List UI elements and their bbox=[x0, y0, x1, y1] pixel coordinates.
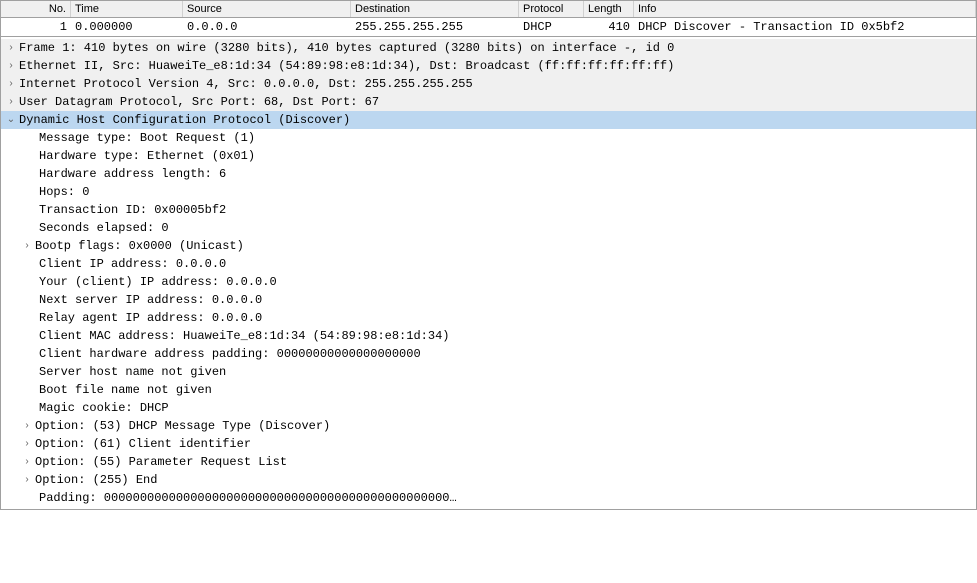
tree-ethernet-label: Ethernet II, Src: HuaweiTe_e8:1d:34 (54:… bbox=[17, 57, 674, 75]
chevron-right-icon[interactable]: › bbox=[5, 93, 17, 111]
chevron-right-icon[interactable]: › bbox=[21, 417, 33, 435]
tree-xid[interactable]: Transaction ID: 0x00005bf2 bbox=[1, 201, 976, 219]
tree-opt61[interactable]: › Option: (61) Client identifier bbox=[1, 435, 976, 453]
cell-length: 410 bbox=[584, 18, 634, 36]
tree-opt255[interactable]: › Option: (255) End bbox=[1, 471, 976, 489]
chevron-right-icon[interactable]: › bbox=[5, 39, 17, 57]
tree-yiaddr[interactable]: Your (client) IP address: 0.0.0.0 bbox=[1, 273, 976, 291]
tree-flags[interactable]: › Bootp flags: 0x0000 (Unicast) bbox=[1, 237, 976, 255]
tree-padding[interactable]: Padding: 0000000000000000000000000000000… bbox=[1, 489, 976, 507]
cell-info: DHCP Discover - Transaction ID 0x5bf2 bbox=[634, 18, 976, 36]
tree-frame[interactable]: › Frame 1: 410 bytes on wire (3280 bits)… bbox=[1, 39, 976, 57]
cell-protocol: DHCP bbox=[519, 18, 584, 36]
tree-ciaddr[interactable]: Client IP address: 0.0.0.0 bbox=[1, 255, 976, 273]
col-header-no[interactable]: No. bbox=[1, 1, 71, 17]
tree-frame-label: Frame 1: 410 bytes on wire (3280 bits), … bbox=[17, 39, 674, 57]
tree-hops[interactable]: Hops: 0 bbox=[1, 183, 976, 201]
tree-siaddr[interactable]: Next server IP address: 0.0.0.0 bbox=[1, 291, 976, 309]
tree-udp-label: User Datagram Protocol, Src Port: 68, Ds… bbox=[17, 93, 379, 111]
tree-secs[interactable]: Seconds elapsed: 0 bbox=[1, 219, 976, 237]
tree-ip-label: Internet Protocol Version 4, Src: 0.0.0.… bbox=[17, 75, 473, 93]
packet-list-header: No. Time Source Destination Protocol Len… bbox=[1, 1, 976, 18]
tree-chaddr[interactable]: Client MAC address: HuaweiTe_e8:1d:34 (5… bbox=[1, 327, 976, 345]
tree-giaddr[interactable]: Relay agent IP address: 0.0.0.0 bbox=[1, 309, 976, 327]
cell-destination: 255.255.255.255 bbox=[351, 18, 519, 36]
chevron-down-icon[interactable]: ⌄ bbox=[5, 111, 17, 129]
chevron-right-icon[interactable]: › bbox=[21, 237, 33, 255]
chevron-right-icon[interactable]: › bbox=[21, 435, 33, 453]
tree-ethernet[interactable]: › Ethernet II, Src: HuaweiTe_e8:1d:34 (5… bbox=[1, 57, 976, 75]
col-header-destination[interactable]: Destination bbox=[351, 1, 519, 17]
tree-bfile[interactable]: Boot file name not given bbox=[1, 381, 976, 399]
tree-opt55[interactable]: › Option: (55) Parameter Request List bbox=[1, 453, 976, 471]
cell-time: 0.000000 bbox=[71, 18, 183, 36]
col-header-source[interactable]: Source bbox=[183, 1, 351, 17]
packet-list-pane: No. Time Source Destination Protocol Len… bbox=[0, 0, 977, 37]
col-header-protocol[interactable]: Protocol bbox=[519, 1, 584, 17]
chevron-right-icon[interactable]: › bbox=[21, 471, 33, 489]
tree-sname[interactable]: Server host name not given bbox=[1, 363, 976, 381]
cell-source: 0.0.0.0 bbox=[183, 18, 351, 36]
col-header-time[interactable]: Time bbox=[71, 1, 183, 17]
cell-no: 1 bbox=[1, 18, 71, 36]
packet-details-pane: › Frame 1: 410 bytes on wire (3280 bits)… bbox=[0, 37, 977, 510]
tree-cookie[interactable]: Magic cookie: DHCP bbox=[1, 399, 976, 417]
tree-hw-type[interactable]: Hardware type: Ethernet (0x01) bbox=[1, 147, 976, 165]
tree-ip[interactable]: › Internet Protocol Version 4, Src: 0.0.… bbox=[1, 75, 976, 93]
tree-opt53[interactable]: › Option: (53) DHCP Message Type (Discov… bbox=[1, 417, 976, 435]
tree-dhcp-label: Dynamic Host Configuration Protocol (Dis… bbox=[17, 111, 350, 129]
chevron-right-icon[interactable]: › bbox=[21, 453, 33, 471]
packet-row[interactable]: 1 0.000000 0.0.0.0 255.255.255.255 DHCP … bbox=[1, 18, 976, 36]
col-header-info[interactable]: Info bbox=[634, 1, 976, 17]
tree-chpad[interactable]: Client hardware address padding: 0000000… bbox=[1, 345, 976, 363]
col-header-length[interactable]: Length bbox=[584, 1, 634, 17]
tree-udp[interactable]: › User Datagram Protocol, Src Port: 68, … bbox=[1, 93, 976, 111]
tree-hw-len[interactable]: Hardware address length: 6 bbox=[1, 165, 976, 183]
tree-msg-type[interactable]: Message type: Boot Request (1) bbox=[1, 129, 976, 147]
tree-dhcp[interactable]: ⌄ Dynamic Host Configuration Protocol (D… bbox=[1, 111, 976, 129]
chevron-right-icon[interactable]: › bbox=[5, 75, 17, 93]
chevron-right-icon[interactable]: › bbox=[5, 57, 17, 75]
